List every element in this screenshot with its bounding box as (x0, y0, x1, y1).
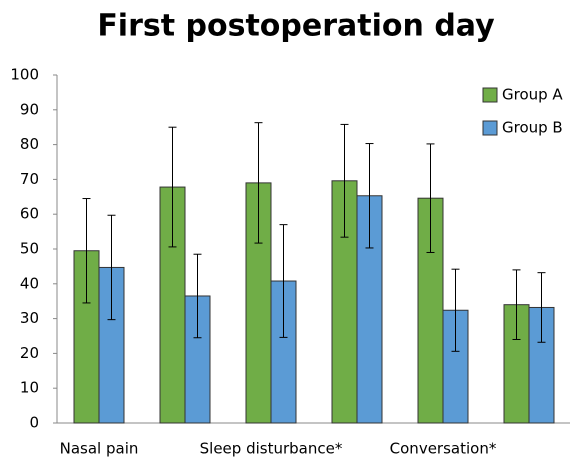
error-bar (340, 123, 349, 238)
error-bar (254, 122, 263, 244)
error-bar (512, 269, 521, 340)
y-tick-label: 30 (20, 309, 39, 327)
error-bar (451, 268, 460, 352)
chart-title: First postoperation day (97, 9, 495, 44)
y-tick-label: 90 (20, 100, 39, 118)
y-tick-label: 80 (20, 135, 39, 153)
x-tick-label: Conversation* (390, 440, 497, 458)
error-bar (82, 198, 91, 304)
error-bar (537, 272, 546, 343)
y-tick-label: 10 (20, 379, 39, 397)
error-bar (426, 143, 435, 253)
y-tick-label: 100 (10, 66, 39, 84)
error-bar (193, 253, 202, 339)
y-tick-label: 70 (20, 170, 39, 188)
error-bar (365, 143, 374, 249)
legend-swatch (482, 87, 498, 103)
error-bar (279, 224, 288, 338)
y-tick-label: 20 (20, 344, 39, 362)
y-tick-label: 60 (20, 205, 39, 223)
y-tick-label: 50 (20, 240, 39, 258)
y-tick-label: 0 (29, 414, 39, 432)
legend-label: Group B (502, 119, 563, 137)
legend-swatch (482, 120, 498, 136)
error-bar (168, 126, 177, 248)
y-tick-label: 40 (20, 274, 39, 292)
x-tick-label: Sleep disturbance* (200, 440, 343, 458)
legend-label: Group A (502, 86, 563, 104)
x-tick-label: Nasal pain (60, 440, 139, 458)
error-bar (107, 214, 116, 321)
